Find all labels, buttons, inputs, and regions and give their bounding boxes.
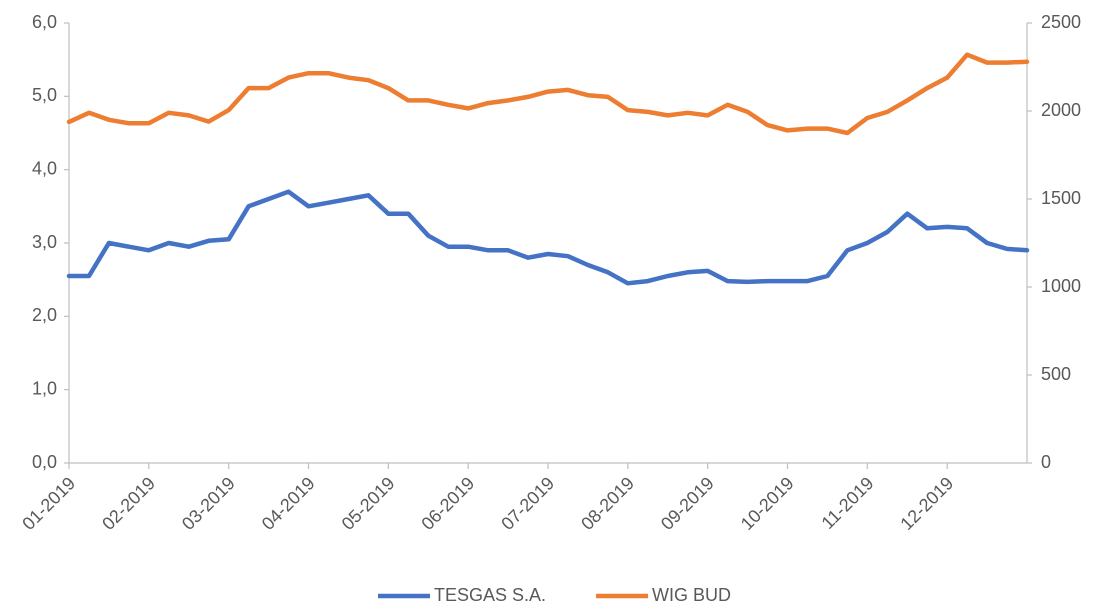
y2-tick-label: 2500: [1041, 12, 1081, 32]
y2-tick-label: 1000: [1041, 276, 1081, 296]
y2-tick-label: 0: [1041, 452, 1051, 472]
series-line: [66, 189, 1030, 286]
x-tick-label: 12-2019: [896, 473, 957, 534]
legend-label: TESGAS S.A.: [434, 585, 546, 605]
x-tick-label: 01-2019: [18, 473, 79, 534]
x-tick-label: 05-2019: [338, 473, 399, 534]
x-tick-label: 02-2019: [98, 473, 159, 534]
x-tick-label: 07-2019: [497, 473, 558, 534]
y2-tick-label: 1500: [1041, 188, 1081, 208]
x-tick-label: 11-2019: [818, 473, 878, 533]
x-tick-label: 06-2019: [417, 473, 478, 534]
x-tick-label: 08-2019: [577, 473, 638, 534]
y-tick-label: 4,0: [32, 158, 57, 178]
y-tick-label: 1,0: [32, 378, 57, 398]
legend-label: WIG BUD: [652, 585, 731, 605]
y-tick-label: 0,0: [32, 452, 57, 472]
y2-tick-label: 500: [1041, 364, 1071, 384]
y-tick-label: 6,0: [32, 12, 57, 32]
x-tick-label: 09-2019: [657, 473, 718, 534]
x-tick-label: 03-2019: [178, 473, 239, 534]
y2-tick-label: 2000: [1041, 100, 1081, 120]
x-tick-label: 04-2019: [258, 473, 319, 534]
x-tick-label: 10-2019: [737, 473, 798, 534]
y-tick-label: 2,0: [32, 305, 57, 325]
series-line: [66, 52, 1030, 136]
y-tick-label: 3,0: [32, 232, 57, 252]
y-tick-label: 5,0: [32, 85, 57, 105]
